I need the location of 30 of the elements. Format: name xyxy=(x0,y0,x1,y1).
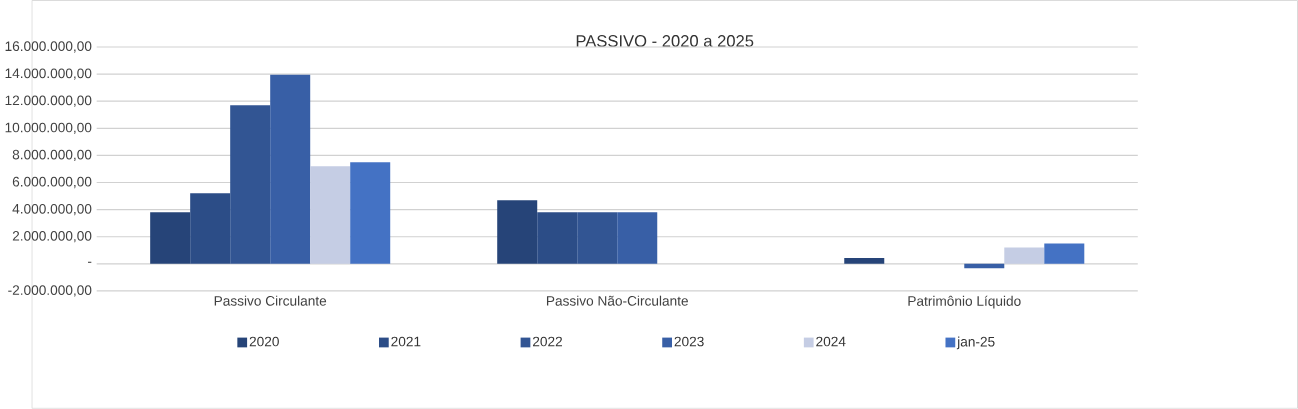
x-tick-label: Passivo Não-Circulante xyxy=(546,295,688,306)
bar xyxy=(1004,247,1045,264)
y-tick-label: 4.000.000,00 xyxy=(12,204,92,216)
y-tick-label: 2.000.000,00 xyxy=(12,231,92,243)
y-tick-label: 10.000.000,00 xyxy=(5,122,92,135)
bar xyxy=(310,166,351,264)
legend-label: 2021 xyxy=(391,336,421,347)
bar xyxy=(964,263,1005,269)
legend-label: 2020 xyxy=(249,336,279,347)
legend-label: 2022 xyxy=(533,336,563,347)
bar xyxy=(1044,243,1085,264)
y-tick-label: 12.000.000,00 xyxy=(5,95,92,107)
legend-label: 2024 xyxy=(816,336,846,347)
bar xyxy=(617,212,658,264)
chart-title: PASSIVO - 2020 a 2025 xyxy=(576,35,754,47)
bar xyxy=(497,200,538,264)
x-tick-label: Passivo Circulante xyxy=(214,295,327,306)
bar xyxy=(350,162,391,264)
y-tick-label: 16.000.000,00 xyxy=(5,41,92,53)
y-tick-label: -2.000.000,00 xyxy=(8,285,92,297)
x-tick-label: Patrimônio Líquido xyxy=(908,295,1021,309)
legend-label: 2023 xyxy=(674,336,704,347)
legend-label: jan-25 xyxy=(956,336,995,350)
bar xyxy=(150,212,191,264)
y-tick-label: 8.000.000,00 xyxy=(12,149,92,162)
y-tick-label: 6.000.000,00 xyxy=(12,176,92,189)
y-tick-label: - xyxy=(87,261,92,263)
y-tick-label: 14.000.000,00 xyxy=(5,68,92,80)
bar xyxy=(270,74,311,264)
bar xyxy=(844,258,885,264)
